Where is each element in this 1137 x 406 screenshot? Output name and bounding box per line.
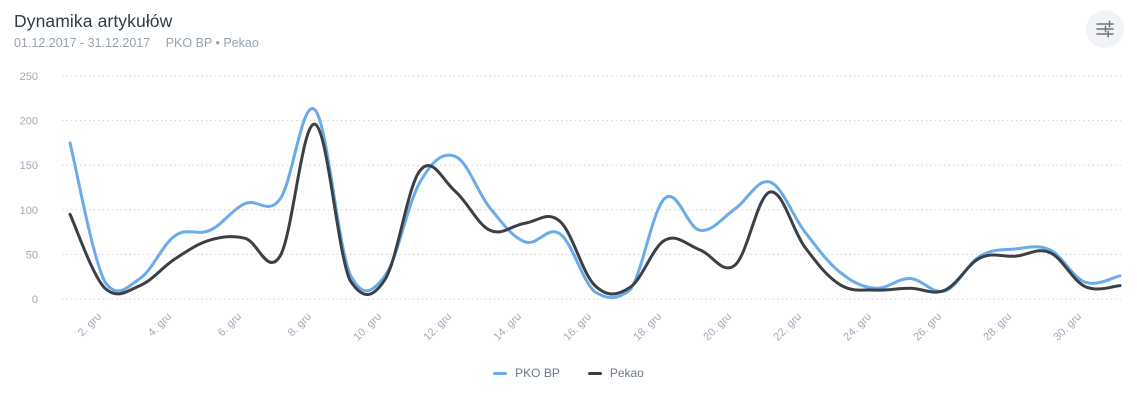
x-axis-tick-label: 20. gru [701,311,734,344]
y-axis-tick-label: 200 [20,116,38,128]
legend-label: PKO BP [515,366,560,380]
x-axis-tick-label: 2. gru [76,311,104,339]
x-axis-tick-label: 6. gru [216,311,244,339]
legend-marker-pekao [587,371,602,375]
y-axis-tick-label: 0 [32,294,38,306]
x-axis-tick-label: 4. gru [146,311,174,339]
chart-subtitle: 01.12.2017 - 31.12.2017 PKO BP • Pekao [14,36,259,50]
x-axis-tick-label: 16. gru [561,311,594,344]
legend-item-pekao[interactable]: Pekao [587,366,644,380]
series-line-pekao [68,122,1122,297]
x-axis-tick-label: 28. gru [981,311,1014,344]
y-axis-tick-label: 100 [20,205,38,217]
x-axis-tick-label: 14. gru [491,311,524,344]
y-axis-tick-label: 250 [20,71,38,83]
series-line-pko-bp [68,106,1122,300]
x-axis-tick-label: 12. gru [421,311,454,344]
page-title: Dynamika artykułów [14,11,173,31]
x-axis-tick-label: 10. gru [351,311,384,344]
chart-legend: PKO BP Pekao [0,366,1137,380]
y-axis-tick-label: 150 [20,160,38,172]
x-axis-tick-label: 18. gru [631,311,664,344]
sliders-icon [1092,16,1118,42]
line-chart-canvas[interactable]: 0 50 100 150 200 250 2. gru 4. gru 6. gru 8. gru 1… [0,0,1137,362]
x-axis-tick-label: 8. gru [286,311,314,339]
chart-header: Dynamika artykułów 01.12.2017 - 31.12.20… [14,11,259,50]
legend-item-pko-bp[interactable]: PKO BP [493,366,560,380]
x-axis-tick-label: 22. gru [771,311,804,344]
x-axis-tick-label: 24. gru [841,311,874,344]
legend-label: Pekao [609,366,644,380]
series-summary: PKO BP • Pekao [165,36,259,50]
y-axis-tick-label: 50 [26,249,38,261]
x-axis-tick-label: 30. gru [1051,311,1084,344]
date-range: 01.12.2017 - 31.12.2017 [14,36,151,50]
x-axis-tick-label: 26. gru [911,311,944,344]
legend-marker-pko-bp [493,371,508,375]
chart-settings-button[interactable] [1086,10,1124,48]
